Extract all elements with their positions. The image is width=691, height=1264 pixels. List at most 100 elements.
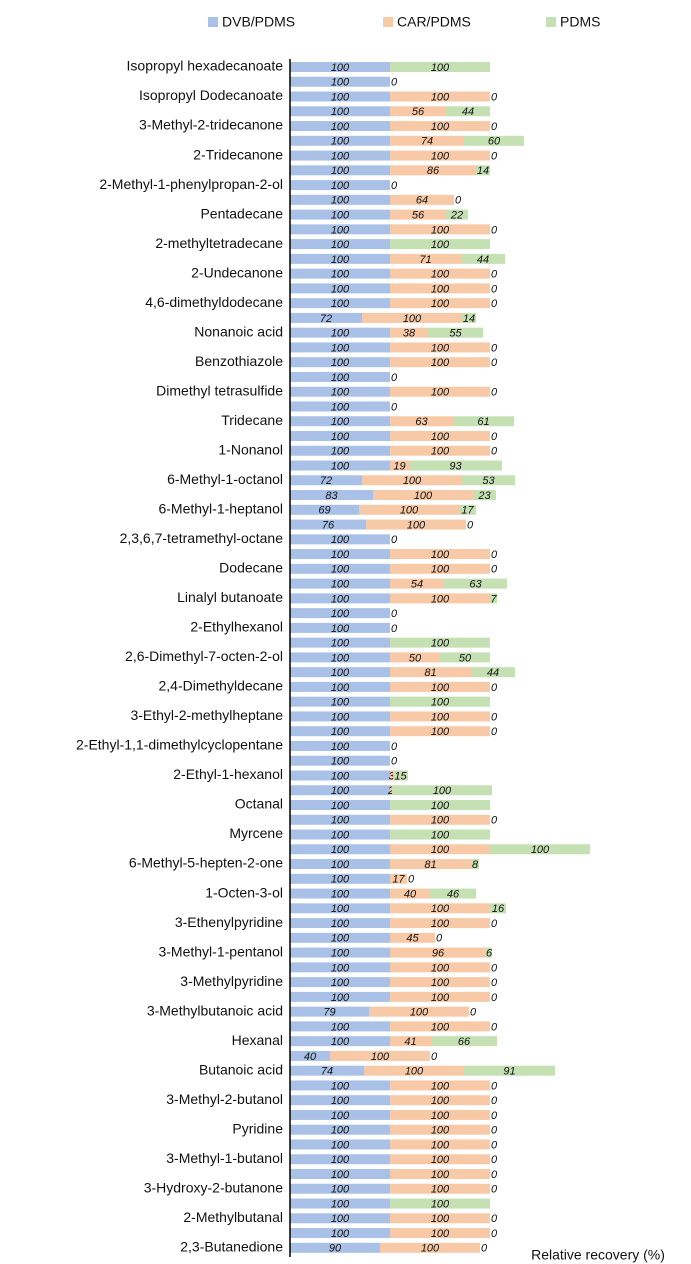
category-label: 2-Ethyl-1-hexanol [173, 766, 283, 782]
value-label: 56 [412, 106, 425, 118]
value-label: 54 [411, 579, 423, 591]
bar-segment [290, 283, 390, 294]
value-label: 100 [331, 1021, 350, 1033]
category-label: 2-Tridecanone [193, 146, 283, 162]
bar-segment [290, 918, 390, 929]
bar-segment [290, 194, 390, 205]
value-label: 100 [431, 357, 450, 369]
bar-segment [444, 578, 507, 589]
value-label: 100 [431, 1125, 450, 1137]
bar-segment [290, 1080, 390, 1091]
value-label: 0 [431, 1051, 438, 1063]
value-label: 100 [331, 652, 350, 664]
value-label: 100 [331, 460, 350, 472]
bar-segment [390, 445, 490, 456]
value-label: 6 [486, 948, 493, 960]
value-label: 100 [331, 741, 350, 753]
value-label: 100 [431, 431, 450, 443]
bar-segment [290, 357, 390, 368]
bar-segment [290, 1198, 390, 1209]
value-label: 0 [491, 1169, 498, 1181]
value-label: 100 [331, 357, 350, 369]
value-label: 100 [431, 903, 450, 915]
value-label: 3 [388, 770, 395, 782]
category-label: 2-methyltetradecane [155, 235, 283, 251]
value-label: 100 [431, 1080, 450, 1092]
value-label: 63 [415, 416, 428, 428]
value-label: 0 [491, 726, 498, 738]
value-label: 100 [431, 91, 450, 103]
value-label: 100 [407, 519, 426, 531]
value-label: 0 [455, 195, 462, 207]
category-label: Benzothiazole [195, 353, 283, 369]
value-label: 0 [491, 1154, 498, 1166]
value-label: 100 [331, 593, 350, 605]
value-label: 72 [320, 475, 332, 487]
bar-segment [290, 578, 390, 589]
bar-segment [290, 652, 390, 663]
value-label: 100 [331, 1154, 350, 1166]
value-label: 0 [391, 77, 398, 89]
value-label: 0 [491, 1184, 498, 1196]
value-label: 100 [421, 1243, 440, 1255]
value-label: 100 [331, 800, 350, 812]
value-label: 96 [432, 948, 445, 960]
value-label: 74 [321, 1066, 333, 1078]
bar-segment [390, 873, 407, 884]
value-label: 100 [431, 62, 450, 74]
bar-segment [290, 1228, 390, 1239]
value-label: 100 [331, 829, 350, 841]
bar-segment [290, 165, 390, 176]
bar-segment [390, 652, 440, 663]
value-label: 0 [491, 564, 498, 576]
bar-segment [390, 1198, 490, 1209]
value-label: 46 [447, 888, 460, 900]
value-label: 0 [491, 283, 498, 295]
x-axis-label: Relative recovery (%) [531, 1247, 665, 1263]
bar-segment [290, 991, 390, 1002]
bar-segment [290, 681, 390, 692]
category-label: 2,3,6,7-tetramethyl-octane [120, 530, 284, 546]
bar-segment [290, 622, 390, 633]
value-label: 61 [477, 416, 489, 428]
value-label: 83 [325, 490, 338, 502]
value-label: 100 [371, 1051, 390, 1063]
value-label: 100 [331, 446, 350, 458]
value-label: 100 [331, 254, 350, 266]
category-label: Dimethyl tetrasulfide [156, 382, 283, 398]
bar-segment [390, 1169, 490, 1179]
value-label: 0 [491, 387, 498, 399]
category-label: 3-Hydroxy-2-butanone [144, 1179, 284, 1195]
bar-segment [390, 283, 490, 294]
value-label: 100 [431, 1110, 450, 1122]
value-label: 100 [331, 1139, 350, 1151]
bar-segment [290, 312, 362, 323]
category-label: Pyridine [232, 1120, 283, 1136]
bar-segment [390, 327, 428, 338]
value-label: 76 [322, 519, 335, 531]
value-label: 0 [491, 1228, 498, 1240]
value-label: 100 [431, 342, 450, 354]
bar-segment [390, 770, 393, 781]
category-label: 2-Undecanone [191, 264, 283, 280]
bar-segment [390, 165, 476, 176]
value-label: 0 [491, 269, 498, 281]
bar-segment [390, 135, 464, 146]
bar-segment [390, 268, 490, 279]
value-label: 100 [403, 475, 422, 487]
value-label: 100 [331, 328, 350, 340]
bar-segment [390, 121, 490, 132]
category-label: Dodecane [219, 560, 283, 576]
value-label: 72 [320, 313, 332, 325]
bar-segment [290, 1050, 330, 1061]
value-label: 100 [431, 682, 450, 694]
value-label: 100 [331, 401, 350, 413]
value-label: 0 [391, 401, 398, 413]
bar-segment [290, 534, 390, 545]
bar-segment [390, 357, 490, 368]
value-label: 100 [331, 770, 350, 782]
value-label: 100 [431, 1095, 450, 1107]
bar-segment [390, 814, 490, 825]
category-label: 3-Methylpyridine [180, 973, 283, 989]
category-label: 6-Methyl-1-heptanol [158, 501, 283, 517]
